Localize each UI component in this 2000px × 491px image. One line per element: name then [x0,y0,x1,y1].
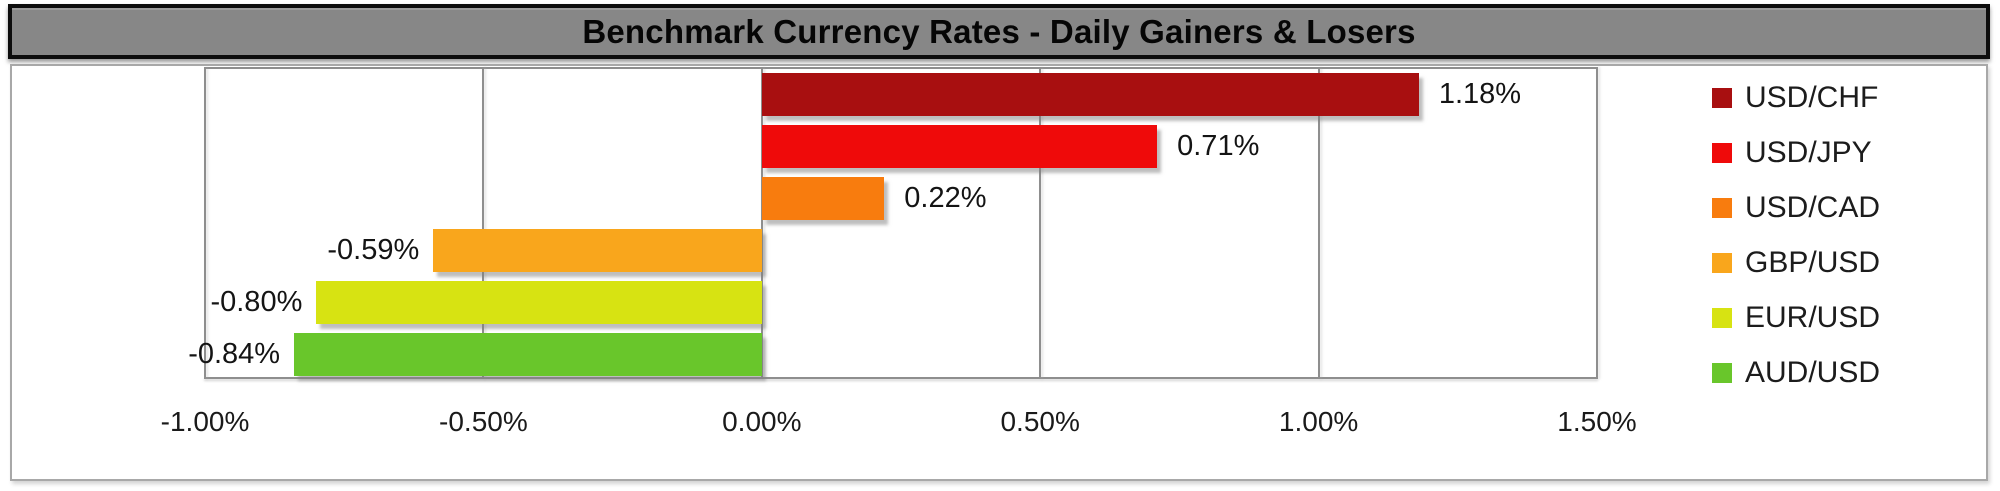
plot-border-bottom [204,377,1598,379]
legend-label: GBP/USD [1745,245,1881,279]
legend-item-audusd: AUD/USD [1712,345,1880,400]
plot-border-top [204,67,1598,69]
legend-item-gbpusd: GBP/USD [1712,235,1880,290]
value-label-audusd: -0.84% [188,338,281,370]
gridline [482,67,485,379]
bar-usdjpy [761,125,1158,168]
bar-eurusd [316,281,762,324]
plot-area: 1.18% 0.71% 0.22% -0.59% -0.80% -0.84% [188,67,1598,379]
legend-label: USD/JPY [1745,135,1872,169]
legend-label: AUD/USD [1745,355,1881,389]
value-label-gbpusd: -0.59% [327,234,420,266]
legend-item-usdcad: USD/CAD [1712,180,1880,235]
legend-swatch-icon [1712,362,1732,383]
legend-item-usdchf: USD/CHF [1712,70,1880,125]
legend-swatch-icon [1712,307,1732,328]
value-label-usdchf: 1.18% [1438,78,1522,110]
plot-border-right [1596,67,1598,379]
legend-label: EUR/USD [1745,300,1881,334]
legend-swatch-icon [1712,197,1732,218]
value-label-usdcad: 0.22% [904,182,987,214]
x-axis: -1.00% -0.50% 0.00% 0.50% 1.00% 1.50% [161,403,1637,443]
x-tick-label: -0.50% [439,406,528,437]
gridline [760,67,763,379]
plot-border-left [204,67,206,379]
legend-item-usdjpy: USD/JPY [1712,125,1880,180]
legend-item-eurusd: EUR/USD [1712,290,1880,345]
value-label-usdjpy: 0.71% [1177,130,1260,162]
x-tick-label: 0.50% [1000,406,1080,437]
x-tick-label: -1.00% [160,406,250,437]
x-tick-label: 1.00% [1278,406,1359,437]
x-tick-label: 0.00% [722,406,802,437]
legend-label: USD/CHF [1745,80,1879,114]
bar-usdchf [761,73,1419,116]
legend-swatch-icon [1712,87,1732,108]
chart-title-bar: Benchmark Currency Rates - Daily Gainers… [8,4,1990,59]
x-tick-label: 1.50% [1557,406,1637,437]
value-label-eurusd: -0.80% [210,286,303,318]
gridline [1317,67,1320,379]
legend: USD/CHF USD/JPY USD/CAD GBP/USD EUR/USD AUD/U… [1712,70,1880,400]
legend-swatch-icon [1712,252,1732,273]
chart-title: Benchmark Currency Rates - Daily Gainers… [582,12,1416,50]
bar-audusd [294,333,762,376]
bar-usdcad [761,177,885,220]
legend-label: USD/CAD [1745,190,1881,224]
legend-swatch-icon [1712,142,1732,163]
gridline [1039,67,1042,379]
bar-gbpusd [433,229,762,272]
